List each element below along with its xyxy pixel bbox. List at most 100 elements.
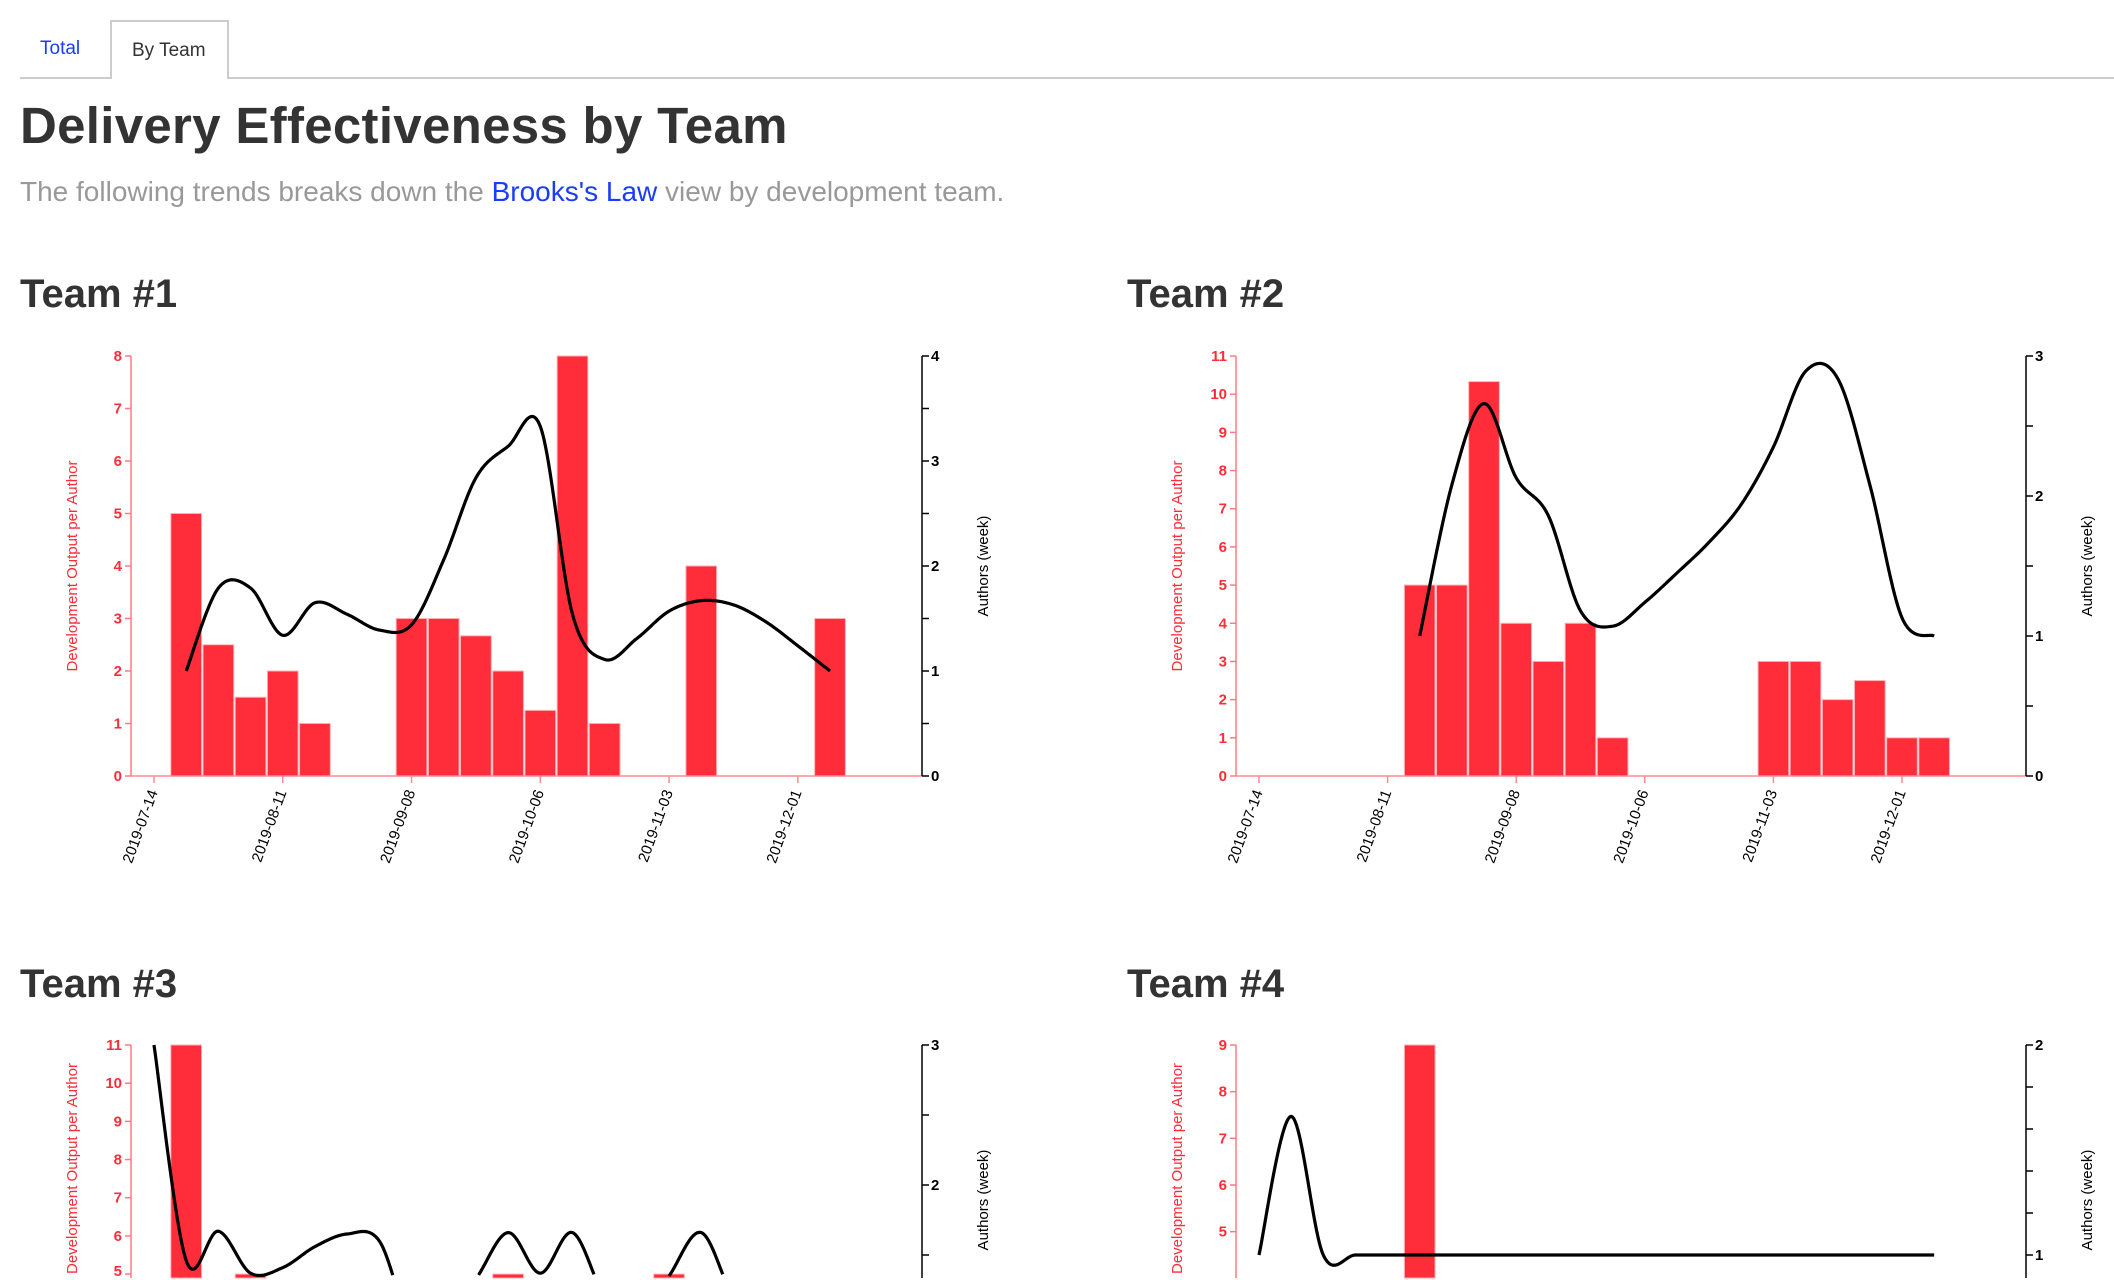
tab-by-team[interactable]: By Team: [110, 20, 229, 79]
page-title: Delivery Effectiveness by Team: [20, 97, 788, 154]
left-axis-tick-label: 11: [106, 1037, 122, 1054]
right-axis-tick-label: 4: [931, 348, 940, 365]
bar: [1757, 660, 1790, 777]
tab-total[interactable]: Total: [40, 38, 81, 59]
left-axis-tick-label: 0: [114, 768, 122, 785]
left-axis-tick-label: 7: [1219, 1130, 1227, 1147]
bar: [492, 1273, 524, 1279]
left-axis-tick-label: 5: [1219, 577, 1227, 594]
bar: [588, 723, 621, 777]
right-axis-label: Authors (week): [2079, 516, 2096, 617]
left-axis-tick-label: 7: [114, 1190, 122, 1207]
team-4-title: Team #4: [1127, 962, 1285, 1006]
left-axis-tick-label: 6: [114, 453, 122, 470]
right-axis-tick-label: 2: [931, 1177, 939, 1194]
bar: [234, 696, 267, 777]
right-axis-label: Authors (week): [975, 1150, 992, 1251]
right-axis-tick-label: 2: [931, 558, 939, 575]
left-axis-tick-label: 7: [114, 401, 122, 418]
team-3-title: Team #3: [20, 962, 178, 1006]
left-axis-tick-label: 8: [114, 348, 122, 365]
x-axis-tick-label: 2019-11-03: [635, 788, 677, 865]
team-1-chart: 0 1 2 3 4 5 6 7 8 2019-07-14 2019-08-11 2019-09-08 2…: [64, 348, 992, 865]
bar: [427, 618, 460, 777]
bar: [395, 618, 428, 777]
right-axis-tick-label: 3: [931, 453, 939, 470]
right-axis-label: Authors (week): [975, 516, 992, 617]
x-axis-tick-label: 2019-07-14: [120, 788, 162, 866]
bar: [1564, 622, 1597, 777]
left-axis-label: Development Output per Author: [64, 461, 81, 672]
bar: [1403, 584, 1436, 777]
bar: [1886, 737, 1918, 777]
x-axis-tick-label: 2019-09-08: [1482, 788, 1524, 866]
left-axis-label: Development Output per Author: [1169, 461, 1186, 672]
authors-line: [1418, 361, 1936, 638]
left-axis-tick-label: 7: [1219, 501, 1227, 518]
left-axis-tick-label: 6: [1219, 1177, 1227, 1194]
left-axis-tick-label: 6: [114, 1228, 122, 1245]
left-axis-tick-label: 6: [1219, 539, 1227, 556]
bar: [170, 513, 203, 777]
bar: [460, 635, 492, 777]
left-axis-tick-label: 11: [1211, 348, 1227, 365]
bar: [202, 644, 235, 777]
bar: [1789, 660, 1822, 777]
left-axis-tick-label: 8: [114, 1152, 122, 1169]
left-axis-tick-label: 1: [1219, 730, 1227, 747]
x-axis-tick-label: 2019-08-11: [249, 788, 291, 865]
x-axis-tick-label: 2019-07-14: [1225, 788, 1267, 866]
left-axis-tick-label: 1: [114, 716, 122, 733]
left-axis-tick-label: 2: [114, 663, 122, 680]
x-axis-tick-label: 2019-09-08: [377, 788, 419, 866]
bar: [556, 355, 589, 777]
brooks-law-link[interactable]: Brooks's Law: [491, 176, 658, 207]
bar: [1532, 660, 1565, 777]
right-axis-tick-label: 1: [931, 663, 939, 680]
bar: [266, 670, 299, 777]
bar: [1918, 737, 1950, 777]
right-axis-tick-label: 1: [2035, 628, 2043, 645]
bar: [1821, 699, 1854, 777]
left-axis-tick-label: 3: [114, 611, 122, 628]
x-axis-tick-label: 2019-12-01: [763, 788, 805, 866]
bar: [1468, 381, 1500, 777]
team-2-title: Team #2: [1127, 272, 1285, 316]
left-axis-tick-label: 9: [1219, 1037, 1227, 1054]
left-axis-tick-label: 4: [1219, 615, 1228, 632]
left-axis-tick-label: 9: [114, 1113, 122, 1130]
right-axis-tick-label: 2: [2035, 1037, 2043, 1054]
tab-bar: [20, 77, 2114, 79]
right-axis-label: Authors (week): [2079, 1150, 2096, 1251]
left-axis-tick-label: 2: [1219, 692, 1227, 709]
right-axis-tick-label: 1: [2035, 1247, 2043, 1264]
bar: [492, 670, 524, 777]
right-axis-tick-label: 3: [931, 1037, 939, 1054]
right-axis-tick-label: 2: [2035, 488, 2043, 505]
left-axis-label: Development Output per Author: [1169, 1063, 1186, 1274]
left-axis-label: Development Output per Author: [64, 1063, 81, 1274]
left-axis-tick-label: 5: [114, 1263, 122, 1280]
left-axis-tick-label: 8: [1219, 463, 1227, 480]
bar: [1403, 1044, 1436, 1279]
bar: [1500, 622, 1533, 777]
left-axis-tick-label: 5: [114, 506, 122, 523]
team-1-title: Team #1: [20, 272, 178, 316]
bar: [524, 709, 557, 777]
authors-line: [1257, 1114, 1936, 1267]
left-axis-tick-label: 9: [1219, 424, 1227, 441]
x-axis-tick-label: 2019-10-06: [1610, 788, 1652, 866]
bar: [814, 618, 846, 777]
left-axis-tick-label: 10: [1210, 386, 1227, 403]
right-axis-tick-label: 0: [931, 768, 939, 785]
subtitle-text: The following trends breaks down the: [20, 176, 492, 207]
right-axis-tick-label: 3: [2035, 348, 2043, 365]
bar: [685, 565, 718, 777]
authors-line: [152, 1044, 725, 1278]
bar: [170, 1044, 203, 1279]
team-4-chart: 5 6 7 8 9 1 2 Development Output per Author Auth…: [1169, 1037, 2096, 1279]
left-axis-tick-label: 0: [1219, 768, 1227, 785]
left-axis-tick-label: 4: [114, 558, 123, 575]
team-3-chart: 5 6 7 8 9 10 11 2 3 Development Output per Author…: [64, 1037, 992, 1280]
